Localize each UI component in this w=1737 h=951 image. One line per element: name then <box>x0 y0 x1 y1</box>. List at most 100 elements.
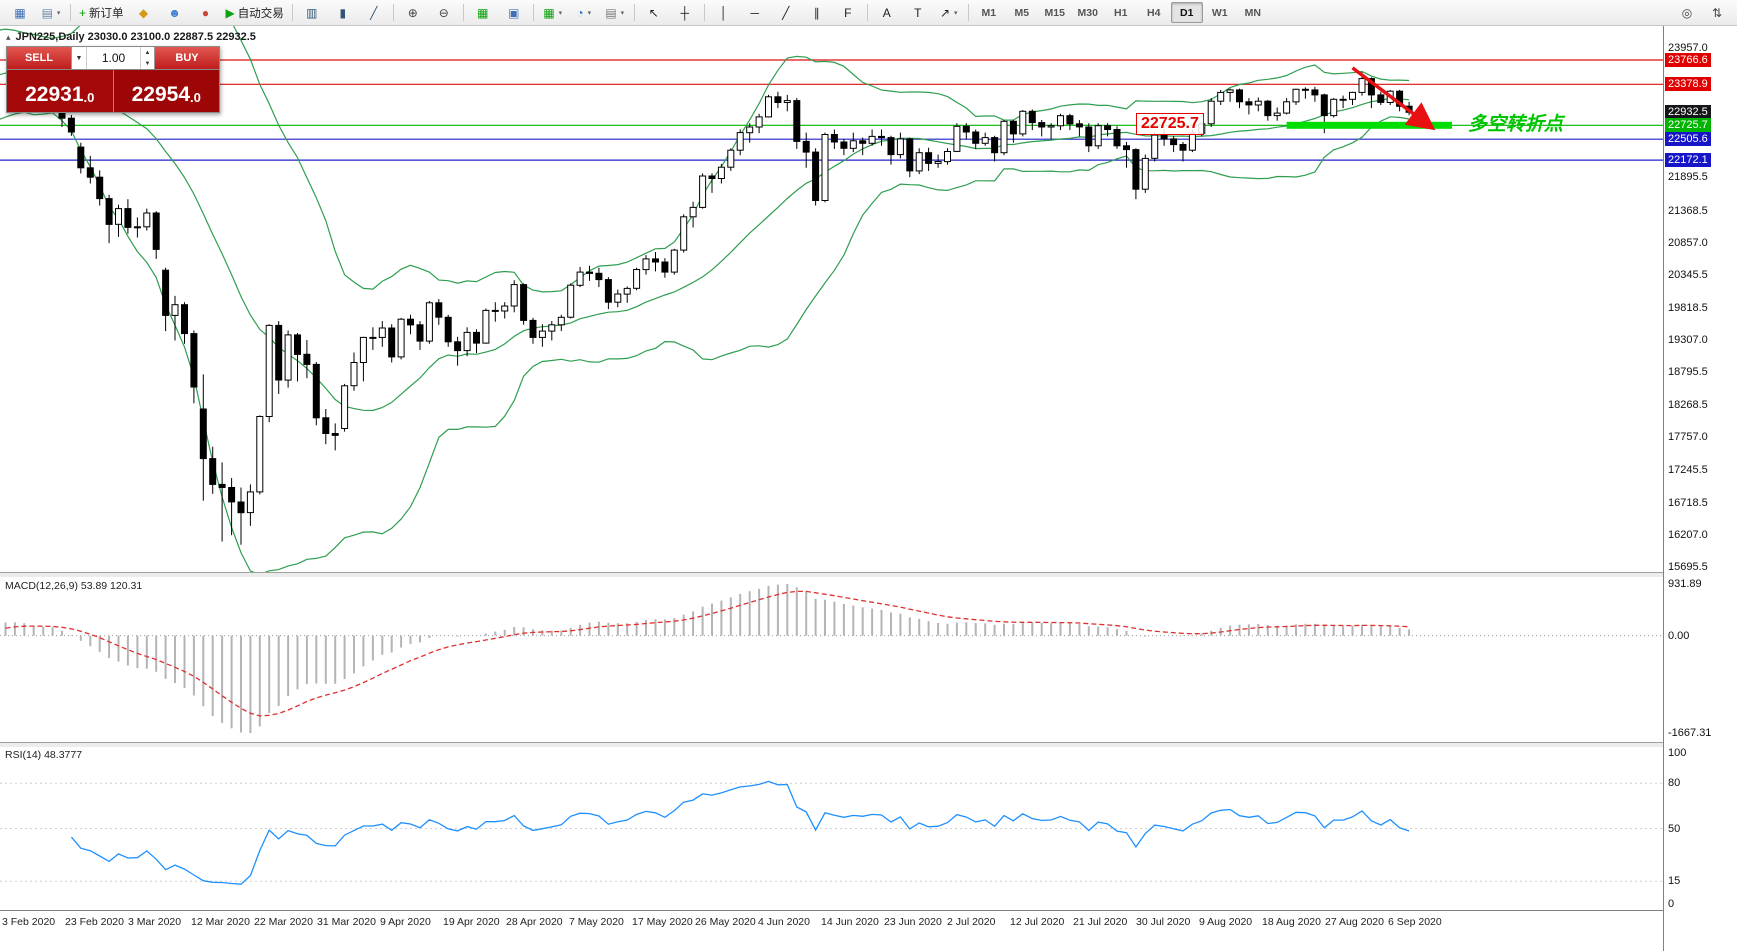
volume-field[interactable]: ▼ 1.00 ▲ ▼ <box>71 47 155 69</box>
date-label: 14 Jun 2020 <box>821 916 879 928</box>
chevron-down-icon: ▾ <box>620 9 625 17</box>
bar-chart-mode-button[interactable]: ▥ <box>297 1 327 24</box>
search-button[interactable]: ◎ <box>1672 1 1702 24</box>
timeframe-w1-button[interactable]: W1 <box>1211 6 1228 19</box>
volume-down-icon[interactable]: ▼ <box>144 60 151 67</box>
vertical-line-button[interactable]: │ <box>709 1 739 24</box>
price-axis-label: 19307.0 <box>1668 334 1708 346</box>
indicators-button[interactable]: ▦ <box>468 1 498 24</box>
macd-indicator-label: MACD(12,26,9) 53.89 120.31 <box>5 580 143 592</box>
arrows-tool-button[interactable]: ↗ ▾ <box>934 1 964 24</box>
buy-price-frac: .0 <box>190 89 201 105</box>
volume-up-icon[interactable]: ▲ <box>144 49 151 56</box>
period-selector-button[interactable]: ◔ ▾ <box>569 1 599 24</box>
text-label-button[interactable]: T <box>903 1 933 24</box>
profiles-button[interactable]: ▤ ▾ <box>36 1 66 24</box>
date-label: 21 Jul 2020 <box>1073 916 1128 928</box>
buy-button[interactable]: BUY <box>155 47 219 69</box>
equidistant-channel-button[interactable]: ∥ <box>802 1 832 24</box>
pane-divider[interactable] <box>0 742 1663 748</box>
price-chart-canvas[interactable] <box>0 26 1663 572</box>
horizontal-lines-layer <box>0 59 1663 161</box>
price-axis-label: 20345.5 <box>1668 269 1708 281</box>
date-label: 17 May 2020 <box>632 916 693 928</box>
toolbar-separator <box>866 4 868 21</box>
toolbar: ▦ ▤ ▾ + 新订单 ◆ ☻ ● ▶ 自动交易 ▥ ▮ ╱ ⊕ ⊖ ▦ ▣ ▦ ▾ ◔ ▾ ▤ ▾ ↖ ┼ │ ─ ╱ ∥ F A T ↗ ▾ M… <box>0 0 1737 26</box>
volume-dropdown-icon[interactable]: ▼ <box>72 47 87 69</box>
rsi-scale-label: 0 <box>1668 898 1675 910</box>
price-line-label: 22172.1 <box>1665 153 1711 167</box>
candlestick-mode-button[interactable]: ▮ <box>328 1 358 24</box>
market-button[interactable]: ◆ <box>129 1 159 24</box>
timeframe-h1-button[interactable]: H1 <box>1114 6 1128 19</box>
sell-price-frac: .0 <box>83 89 95 105</box>
macd-histogram <box>4 584 1411 733</box>
timeframe-m30-button[interactable]: M30 <box>1077 6 1098 19</box>
pane-divider[interactable] <box>0 572 1663 578</box>
date-label: 23 Jun 2020 <box>884 916 942 928</box>
bollinger-bands <box>0 26 1410 572</box>
toolbar-separator <box>703 4 705 21</box>
macd-pane-canvas[interactable] <box>0 577 1663 742</box>
chevron-down-icon: ▾ <box>56 9 61 17</box>
equidistant-channel-icon: ∥ <box>813 5 820 20</box>
fibonacci-icon: F <box>844 5 852 20</box>
date-label: 12 Mar 2020 <box>191 916 250 928</box>
timeframe-d1-button[interactable]: D1 <box>1170 2 1203 23</box>
volume-stepper[interactable]: ▲ ▼ <box>140 47 154 69</box>
cursor-button[interactable]: ↖ <box>639 1 669 24</box>
signals-icon: ☻ <box>168 5 181 20</box>
trendline-button[interactable]: ╱ <box>771 1 801 24</box>
search-icon: ◎ <box>1681 5 1693 20</box>
sell-price-display[interactable]: 22931 .0 <box>7 70 113 112</box>
date-label: 27 Aug 2020 <box>1325 916 1384 928</box>
zoom-in-button[interactable]: ⊕ <box>398 1 428 24</box>
timeframe-m15-button[interactable]: M15 <box>1044 6 1065 19</box>
crosshair-button[interactable]: ┼ <box>670 1 700 24</box>
price-annotation-tag[interactable]: 22725.7 <box>1136 113 1204 135</box>
text-button[interactable]: A <box>872 1 902 24</box>
price-axis[interactable]: 23957.0 23766.6 23378.9 22932.5 22725.7 22505… <box>1663 26 1737 951</box>
autotrading-button[interactable]: ▶ 自动交易 <box>222 1 288 24</box>
sell-button[interactable]: SELL <box>7 47 71 69</box>
templates-button[interactable]: ▤ ▾ <box>600 1 630 24</box>
signals-button[interactable]: ☻ <box>160 1 190 24</box>
timeframe-m1-button[interactable]: M1 <box>981 6 997 19</box>
rsi-pane-canvas[interactable] <box>0 747 1663 910</box>
chevron-down-icon: ▾ <box>558 9 563 17</box>
connection-status-button[interactable]: ⇅ <box>1702 1 1732 24</box>
rsi-indicator-label: RSI(14) 48.3777 <box>5 749 83 761</box>
zoom-out-button[interactable]: ⊖ <box>429 1 459 24</box>
support-zone-highlight[interactable] <box>1286 121 1452 129</box>
fibonacci-button[interactable]: F <box>833 1 863 24</box>
chevron-down-icon: ▾ <box>587 9 592 17</box>
line-chart-mode-button[interactable]: ╱ <box>359 1 389 24</box>
tile-windows-button[interactable]: ▣ <box>499 1 529 24</box>
community-button[interactable]: ● <box>191 1 221 24</box>
autotrading-icon: ▶ <box>225 5 235 20</box>
new-chart-button[interactable]: ▦ <box>5 1 35 24</box>
turning-point-label[interactable]: 多空转折点 <box>1468 114 1564 135</box>
timeframe-h4-button[interactable]: H4 <box>1147 6 1161 19</box>
toolbar-separator <box>967 4 969 21</box>
date-label: 23 Feb 2020 <box>65 916 124 928</box>
price-axis-label: 18795.5 <box>1668 366 1708 378</box>
timeframe-mn-button[interactable]: MN <box>1244 6 1261 19</box>
new-chart-dropdown-button[interactable]: ▦ ▾ <box>538 1 568 24</box>
macd-signal-line <box>5 590 1410 717</box>
market-icon: ◆ <box>138 5 149 20</box>
cursor-icon: ↖ <box>648 5 659 20</box>
time-axis[interactable]: 3 Feb 2020 23 Feb 2020 3 Mar 2020 12 Mar 20… <box>0 910 1663 937</box>
volume-value[interactable]: 1.00 <box>101 51 126 65</box>
macd-zero-label: 0.00 <box>1668 630 1690 642</box>
date-label: 3 Feb 2020 <box>2 916 56 928</box>
candlestick-mode-icon: ▮ <box>339 5 347 20</box>
new-order-icon: + <box>79 5 87 20</box>
one-click-collapse-icon[interactable]: ▴ <box>6 31 11 42</box>
buy-price-display[interactable]: 22954 .0 <box>112 70 219 112</box>
trend-arrow[interactable] <box>1351 66 1436 131</box>
price-line-label: 22505.6 <box>1665 132 1711 146</box>
new-order-button[interactable]: + 新订单 <box>75 1 128 24</box>
timeframe-m5-button[interactable]: M5 <box>1014 6 1030 19</box>
horizontal-line-button[interactable]: ─ <box>740 1 770 24</box>
